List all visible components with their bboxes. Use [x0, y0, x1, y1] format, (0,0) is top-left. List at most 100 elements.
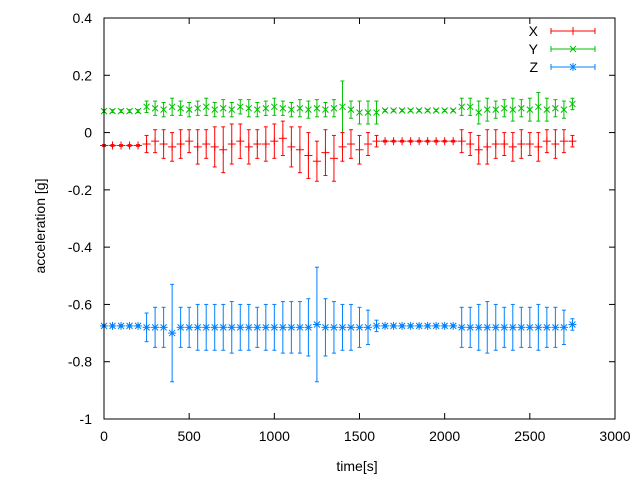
data-point [415, 107, 423, 114]
data-point [134, 107, 142, 115]
data-point [322, 323, 329, 331]
data-point [288, 106, 295, 114]
data-point [151, 323, 159, 331]
legend-label: X [529, 23, 539, 39]
data-point [262, 323, 270, 331]
data-point [126, 107, 133, 115]
data-point [202, 103, 210, 111]
series-Z [100, 266, 577, 383]
data-point [449, 107, 457, 114]
data-point [543, 323, 551, 331]
data-point [339, 323, 346, 331]
data-point [202, 323, 210, 331]
data-point [475, 323, 483, 331]
data-point [424, 322, 431, 330]
data-point [560, 106, 568, 114]
series-X [100, 120, 577, 182]
data-point [432, 322, 440, 330]
data-point [517, 323, 525, 331]
y-tick-label: 0 [84, 125, 92, 141]
data-point [432, 107, 440, 114]
plot-frame [103, 17, 616, 420]
data-point [296, 104, 304, 112]
data-point [117, 107, 125, 115]
data-point [492, 323, 500, 331]
y-tick-label: -0.2 [68, 182, 92, 198]
data-point [126, 322, 133, 330]
x-tick-label: 3000 [599, 428, 630, 444]
data-point [177, 323, 185, 331]
data-point [177, 104, 185, 112]
data-point [109, 322, 116, 330]
x-tick-label: 1500 [344, 428, 375, 444]
x-tick-label: 2500 [514, 428, 545, 444]
data-point [194, 323, 202, 331]
data-point [270, 103, 278, 111]
data-point [151, 104, 159, 112]
data-point [560, 323, 568, 331]
data-point [322, 106, 329, 114]
data-point [509, 106, 517, 114]
data-point [109, 107, 116, 115]
data-point [407, 107, 414, 114]
data-point [483, 106, 491, 114]
data-point [441, 107, 449, 114]
data-point [441, 322, 449, 330]
data-point [483, 323, 491, 331]
data-point [552, 323, 559, 331]
data-point [381, 322, 389, 330]
x-tick-label: 500 [177, 428, 201, 444]
x-tick-label: 1000 [259, 428, 290, 444]
data-point [211, 323, 219, 331]
data-point [347, 323, 355, 331]
data-point [262, 104, 270, 112]
data-point [526, 106, 534, 114]
data-point [339, 103, 346, 111]
data-point [356, 109, 363, 116]
data-point [134, 322, 142, 330]
data-point [330, 104, 338, 112]
data-point [279, 104, 287, 112]
x-axis-label: time[s] [336, 458, 377, 474]
data-point [270, 323, 278, 331]
data-point [356, 323, 363, 331]
data-point [534, 103, 542, 111]
data-point [509, 323, 517, 331]
data-point [407, 322, 414, 330]
data-point [543, 106, 551, 114]
data-point [415, 322, 423, 330]
y-tick-label: -1 [80, 411, 93, 427]
data-point [236, 323, 244, 331]
data-point [253, 323, 261, 331]
y-tick-label: 0.2 [73, 67, 93, 83]
data-point [313, 104, 321, 112]
data-point [569, 321, 576, 328]
data-point [279, 323, 287, 331]
data-point [305, 323, 312, 331]
data-point [381, 107, 389, 114]
data-point [500, 323, 508, 331]
data-point [305, 106, 312, 114]
data-point [313, 321, 321, 328]
legend-marker [569, 63, 577, 71]
data-point [390, 107, 397, 114]
data-point [228, 106, 236, 114]
data-point [364, 323, 372, 331]
data-point [534, 323, 542, 331]
y-tick-label: -0.4 [68, 239, 92, 255]
data-point [449, 322, 457, 330]
data-point [569, 100, 576, 108]
data-point [458, 103, 466, 111]
data-point [373, 109, 380, 116]
data-point [168, 103, 176, 111]
data-point [458, 323, 466, 331]
data-point [390, 322, 397, 330]
data-point [296, 323, 304, 331]
axis-ticks: 0 500 1000 1500 2000 2500 3000 0.4 0.2 0 -0.2 -0.4 -… [68, 10, 631, 444]
plot-marks [100, 80, 577, 383]
data-point [347, 106, 355, 114]
legend-label: Z [529, 59, 538, 75]
data-point [517, 104, 525, 112]
data-point [211, 106, 219, 114]
